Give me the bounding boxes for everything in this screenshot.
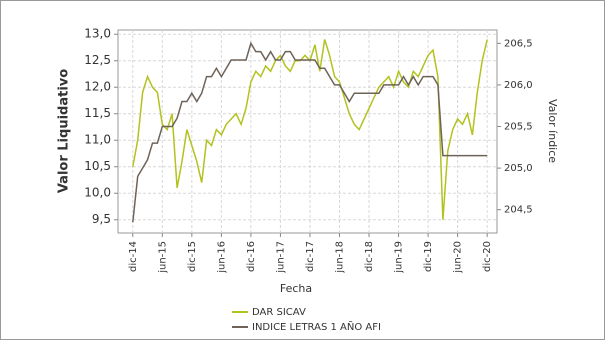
x-tick-label: dic-15 (187, 241, 198, 272)
y-tick-label: 10,5 (84, 159, 111, 173)
x-tick-label: dic-20 (482, 241, 493, 272)
y-tick-label: 9,5 (92, 212, 111, 226)
plot-area (117, 29, 498, 234)
y2-tick-label: 204,5 (504, 205, 533, 216)
legend-label: INDICE LETRAS 1 AÑO AFI (252, 320, 381, 333)
x-tick-label: dic-19 (423, 241, 434, 272)
y2-tick-label: 205,5 (504, 122, 533, 133)
y2-tick-label: 206,0 (504, 80, 533, 91)
y-tick-label: 12,5 (84, 53, 111, 67)
x-tick-label: jun-15 (157, 241, 168, 274)
x-tick-label: dic-14 (128, 241, 139, 272)
y-tick-label: 13,0 (84, 27, 111, 41)
x-tick-label: jun-17 (275, 241, 286, 274)
x-tick-label: jun-19 (394, 241, 405, 274)
y2-tick-label: 205,0 (504, 163, 533, 174)
legend-label: DAR SICAV (252, 307, 306, 318)
y-tick-label: 11,0 (84, 133, 111, 147)
x-tick-label: jun-16 (216, 241, 227, 274)
x-axis-title: Fecha (280, 282, 312, 295)
y-tick-label: 10,0 (84, 186, 111, 200)
y-tick-label: 11,5 (84, 106, 111, 120)
y-axis-title: Valor Liquidativo (57, 69, 72, 193)
x-tick-label: dic-17 (305, 241, 316, 272)
y2-axis-title: Valor índice (546, 99, 559, 163)
series-line (132, 41, 488, 223)
y-tick-label: 12,0 (84, 80, 111, 94)
x-tick-label: dic-16 (246, 241, 257, 272)
x-tick-label: dic-18 (364, 241, 375, 272)
x-tick-label: jun-18 (334, 241, 345, 274)
x-tick-label: jun-20 (453, 241, 464, 274)
y2-tick-label: 206,5 (504, 38, 533, 49)
